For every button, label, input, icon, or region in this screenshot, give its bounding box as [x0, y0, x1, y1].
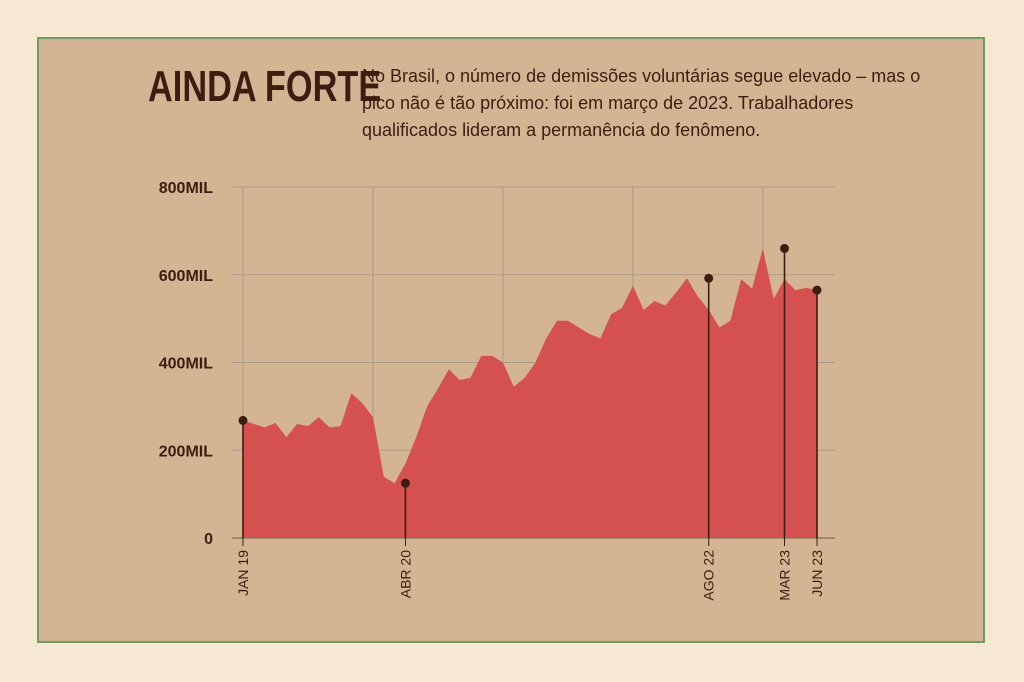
y-tick-label: 200MIL [159, 443, 213, 460]
chart-title: AINDA FORTE [148, 62, 382, 111]
highlight-point [780, 243, 790, 253]
chart-subtitle: No Brasil, o número de demissões voluntá… [362, 66, 921, 140]
x-tick-label: JAN 19 [235, 550, 251, 596]
highlight-point [238, 415, 248, 425]
chart-panel [37, 37, 985, 643]
x-tick-label: MAR 23 [777, 550, 793, 601]
x-tick-label: ABR 20 [397, 550, 413, 598]
y-tick-label: 600MIL [159, 268, 213, 285]
highlight-point [704, 273, 714, 283]
series-area [243, 248, 817, 538]
y-tick-label: 0 [204, 531, 213, 548]
highlight-point [812, 285, 822, 295]
highlight-point [400, 478, 410, 488]
y-tick-label: 800MIL [159, 180, 213, 197]
x-tick-label: AGO 22 [701, 550, 717, 601]
x-tick-label: JUN 23 [809, 550, 825, 597]
y-tick-label: 400MIL [159, 356, 213, 373]
